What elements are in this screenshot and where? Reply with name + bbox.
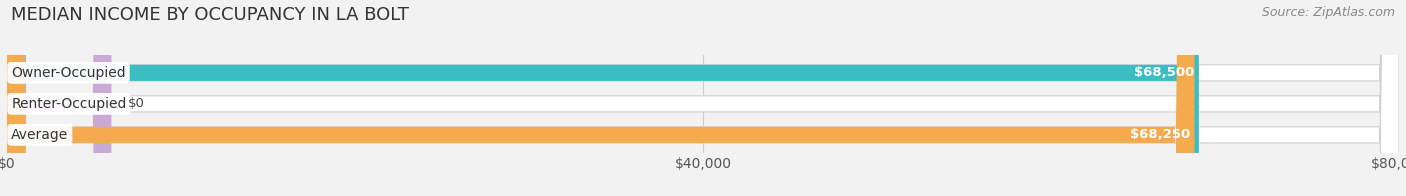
Text: Renter-Occupied: Renter-Occupied [11,97,127,111]
FancyBboxPatch shape [7,0,111,196]
Text: $0: $0 [128,97,145,110]
Text: Source: ZipAtlas.com: Source: ZipAtlas.com [1261,6,1395,19]
Text: $68,250: $68,250 [1130,128,1191,141]
Text: $68,500: $68,500 [1135,66,1195,79]
FancyBboxPatch shape [7,0,1399,196]
Text: Owner-Occupied: Owner-Occupied [11,66,125,80]
FancyBboxPatch shape [7,0,1399,196]
Text: MEDIAN INCOME BY OCCUPANCY IN LA BOLT: MEDIAN INCOME BY OCCUPANCY IN LA BOLT [11,6,409,24]
Text: Average: Average [11,128,69,142]
FancyBboxPatch shape [7,0,1399,196]
FancyBboxPatch shape [7,0,1195,196]
FancyBboxPatch shape [7,0,1199,196]
